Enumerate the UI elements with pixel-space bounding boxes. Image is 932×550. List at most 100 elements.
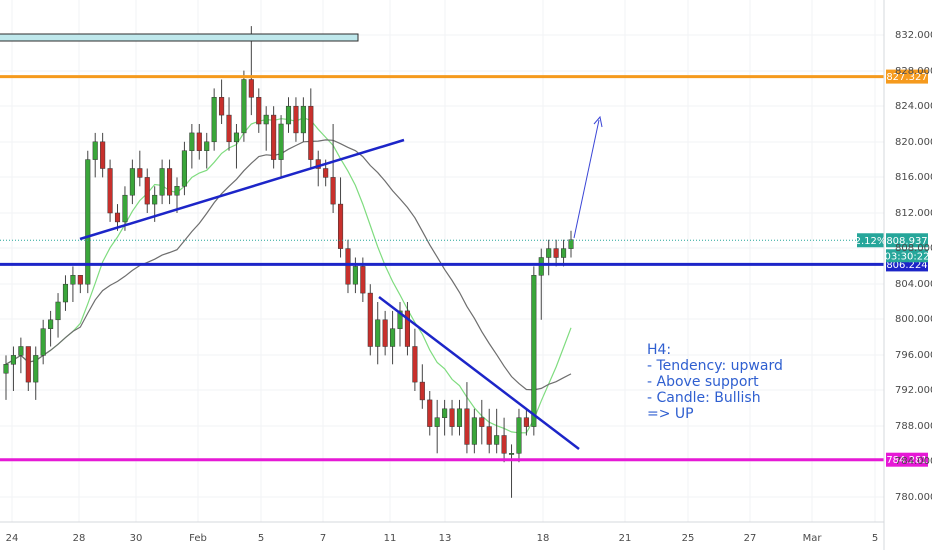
candle [568, 230, 574, 258]
candle-body [315, 159, 321, 169]
x-tick-label: 25 [682, 533, 695, 544]
candle [337, 177, 344, 258]
candle [256, 88, 262, 133]
candle-body [122, 194, 128, 223]
x-tick-label: 18 [537, 533, 550, 544]
price-axis[interactable]: 832.000 828.000 824.000 820.000 816.000 812.0… [883, 0, 932, 550]
candle [10, 346, 16, 391]
candle [211, 88, 217, 151]
candle-body [561, 248, 567, 258]
candle-body [62, 283, 69, 303]
candle [278, 115, 284, 178]
candle [226, 97, 232, 151]
candle [412, 328, 418, 391]
candle [434, 399, 440, 454]
last-price-badge [886, 233, 928, 248]
candle [144, 168, 150, 213]
candle-body [107, 168, 113, 214]
candle [538, 248, 544, 320]
candle [18, 337, 24, 374]
candle [167, 159, 173, 205]
y-tick-label: 824.000 [895, 101, 932, 112]
candle-body [471, 417, 477, 445]
candle-body [330, 177, 336, 205]
candle [122, 186, 128, 231]
candle [367, 284, 373, 356]
candle [77, 275, 83, 294]
candle [308, 88, 314, 169]
level-badge [886, 452, 928, 467]
candle-body [55, 301, 61, 321]
candle-body [360, 266, 366, 294]
candle-body [375, 319, 381, 347]
candle [508, 444, 515, 498]
annotation-line: H4: [647, 342, 671, 358]
candle-body [479, 417, 485, 427]
y-tick-label: 808.000 [895, 243, 932, 254]
countdown-badge-label: 03:30:22 [885, 251, 930, 262]
candle [92, 132, 98, 178]
candle [3, 355, 9, 400]
candle [352, 257, 358, 294]
candle-body [546, 248, 552, 258]
candle-body [397, 310, 403, 329]
grid [0, 0, 884, 522]
x-tick-label: Mar [803, 533, 823, 544]
candle-body [18, 346, 24, 356]
candle [62, 275, 69, 311]
last-price-badge-label: 808.937 [886, 236, 927, 247]
candle [390, 310, 396, 365]
candle [494, 408, 500, 454]
candle-body [10, 355, 16, 365]
candle [345, 239, 351, 294]
candle-body [382, 319, 388, 347]
x-tick-label: 21 [619, 533, 632, 544]
time-axis[interactable]: 24 28 30 Feb 5 7 11 13 18 21 25 27 Mar 5 [0, 521, 884, 544]
candle-body [263, 114, 269, 125]
candle [449, 399, 455, 436]
candle-body [226, 114, 232, 143]
candle-body [553, 248, 559, 258]
sma-fast-line [5, 117, 572, 434]
candle [25, 346, 31, 391]
candle-body [256, 97, 262, 125]
candle-body [293, 105, 299, 134]
countdown-badge [886, 249, 928, 263]
candle [427, 391, 433, 436]
candle-body [219, 97, 225, 116]
candle-body [48, 319, 54, 329]
y-tick-label: 804.000 [895, 279, 932, 290]
candle-body [412, 346, 418, 383]
candle-body [323, 168, 329, 178]
candle-body [189, 132, 195, 151]
candle [40, 319, 46, 365]
x-tick-label: 7 [320, 533, 326, 544]
candle-body [129, 168, 135, 196]
y-tick-label: 812.000 [895, 208, 932, 219]
y-tick-label: 816.000 [895, 172, 932, 183]
candle-body [196, 132, 202, 151]
candle-body [390, 328, 396, 347]
annotation-line: - Above support [647, 374, 759, 390]
candle-body [152, 194, 158, 205]
candle [501, 417, 507, 463]
candle [315, 150, 321, 187]
candle-body [449, 408, 455, 427]
candle-body [174, 186, 180, 196]
candle [464, 382, 470, 454]
candle [100, 132, 106, 178]
candle-body [85, 159, 91, 285]
candle [204, 132, 210, 169]
candle-body [427, 399, 433, 427]
candle [531, 266, 537, 436]
annotation-line: - Tendency: upward [647, 358, 783, 374]
candle-body [114, 212, 121, 223]
candle-body [300, 105, 306, 134]
candle [419, 364, 425, 409]
candle-body [404, 310, 410, 347]
candles [3, 26, 574, 498]
y-tick-label: 832.000 [895, 30, 932, 41]
horizontal-levels: 827.327 806.224 784.281 2.12% 808.937 03:30:2… [0, 69, 930, 467]
x-tick-label: Feb [189, 533, 207, 544]
